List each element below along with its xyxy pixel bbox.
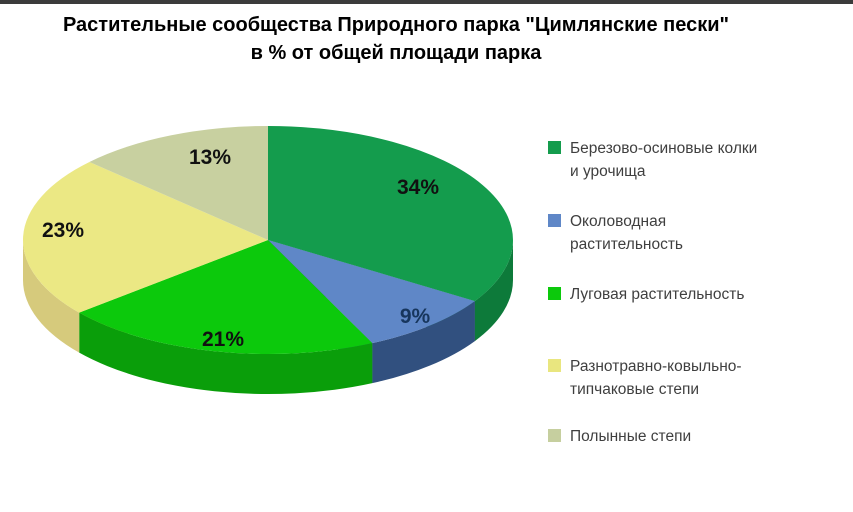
legend-label-line: растительность [570, 236, 684, 253]
legend-label-line: типчаковые степи [570, 381, 700, 398]
pie-percent-label: 9% [400, 305, 431, 328]
legend-swatch [548, 141, 561, 154]
pie-percent-label: 13% [189, 146, 231, 169]
legend-swatch [548, 214, 561, 227]
legend-label: Полынные степи [570, 425, 691, 448]
pie-percent-label: 21% [202, 328, 244, 351]
pie-slice [22, 161, 268, 313]
legend-label: Луговая растительность [570, 283, 744, 306]
pie-slice [79, 240, 373, 355]
pie-percent-label: 23% [42, 219, 84, 242]
legend-label-line: Луговая растительность [570, 286, 745, 303]
legend-label: Березово-осиновые колки и урочища [570, 137, 757, 183]
pie-rim [474, 240, 513, 342]
pie-rim [23, 240, 80, 353]
chart-title-line2: в % от общей площади парка [250, 42, 542, 64]
legend-item: Разнотравно-ковыльно-типчаковые степи [548, 355, 742, 401]
legend-swatch [548, 359, 561, 372]
pie-slice [89, 126, 269, 240]
pie-rim [79, 312, 373, 395]
pie-slice [268, 126, 513, 302]
legend-label-line: Полынные степи [570, 428, 692, 445]
legend-swatch [548, 429, 561, 442]
chart-title: Растительные сообщества Природного парка… [0, 11, 792, 67]
legend-item: Луговая растительность [548, 283, 744, 306]
legend-item: Околоводная растительность [548, 210, 683, 256]
pie-percent-label: 34% [397, 176, 439, 199]
pie-rim [372, 301, 475, 384]
legend-label: Околоводная растительность [570, 210, 683, 256]
legend-label-line: Березово-осиновые колки [570, 140, 758, 157]
legend-item: Полынные степи [548, 425, 691, 448]
legend-swatch [548, 287, 561, 300]
legend-item: Березово-осиновые колки и урочища [548, 137, 757, 183]
chart-title-line1: Растительные сообщества Природного парка… [62, 14, 730, 36]
image-top-border [0, 0, 853, 4]
legend-label-line: и урочища [570, 163, 646, 180]
legend-label-line: Околоводная [570, 213, 667, 230]
legend-label-line: Разнотравно-ковыльно- [570, 358, 742, 375]
legend-label: Разнотравно-ковыльно-типчаковые степи [570, 355, 742, 401]
pie-slice [268, 240, 475, 344]
